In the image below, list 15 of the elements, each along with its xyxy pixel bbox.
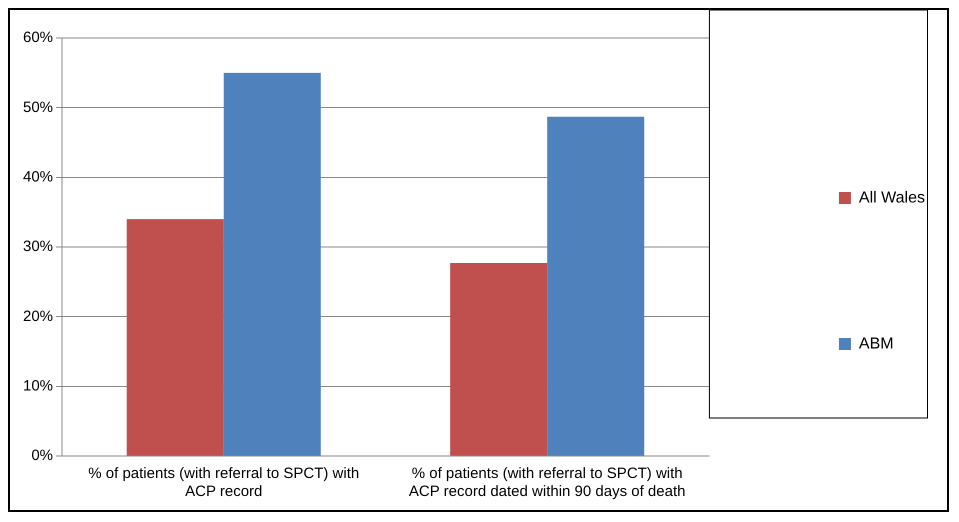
bar	[126, 219, 224, 456]
y-tick-label: 10%	[22, 377, 54, 394]
y-tick-label: 40%	[22, 168, 54, 186]
x-tick-label: % of patients (with referral to SPCT) with ACP record dated within 90 days of death	[408, 465, 686, 500]
x-tick-label: % of patients (with referral to SPCT) with ACP record	[88, 465, 360, 500]
y-tick-label: 20%	[22, 308, 54, 325]
y-tick-label: 60%	[22, 29, 54, 46]
y-tick-label: 50%	[22, 98, 54, 116]
bar	[450, 263, 548, 456]
bar	[547, 116, 644, 456]
y-tick-label: 30%	[22, 238, 54, 256]
y-tick-label: 0%	[31, 447, 54, 464]
legend-label: All Wales	[858, 189, 926, 206]
legend-label: ABM	[858, 335, 894, 352]
bar	[224, 72, 321, 456]
